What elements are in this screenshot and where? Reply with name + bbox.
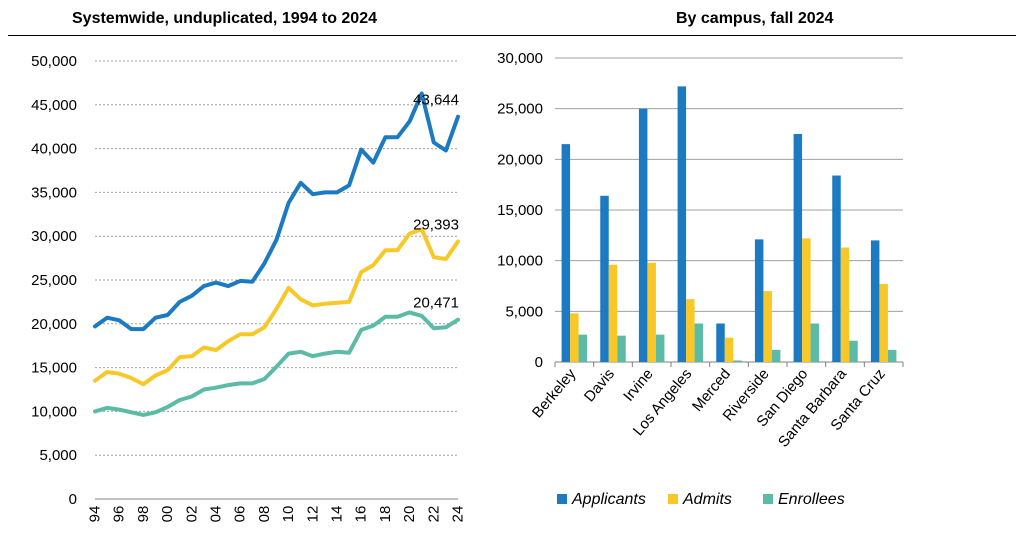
line-y-tick-label: 30,000 <box>31 228 77 245</box>
line-x-tick-label: 20 <box>401 506 418 523</box>
bar-admits <box>802 238 811 362</box>
line-x-tick-label: 10 <box>280 506 297 523</box>
line-x-tick-label: 22 <box>425 506 442 523</box>
bar-x-tick-label: Davis <box>581 366 618 406</box>
bar-admits <box>724 337 734 362</box>
bar-admits <box>608 264 618 362</box>
bar-admits <box>570 313 579 362</box>
series-line-applicants <box>93 91 460 332</box>
header-divider <box>8 35 1016 36</box>
line-y-tick-label: 10,000 <box>31 403 77 420</box>
line-y-tick-label: 45,000 <box>31 97 77 114</box>
line-y-tick-label: 20,000 <box>31 316 77 333</box>
line-y-tick-label: 25,000 <box>31 272 77 289</box>
line-x-tick-label: 00 <box>159 506 176 523</box>
line-x-tick-label: 24 <box>450 506 467 523</box>
legend-swatch-admits <box>668 494 678 504</box>
line-x-tick-label: 98 <box>135 506 152 523</box>
bar-y-tick-label: 15,000 <box>497 202 543 219</box>
line-x-tick-label: 94 <box>87 506 104 523</box>
series-line-admits <box>93 227 460 387</box>
bar-enrollees <box>578 334 588 362</box>
line-y-tick-label: 0 <box>69 491 77 508</box>
bar-y-tick-label: 10,000 <box>497 253 543 270</box>
line-x-tick-label: 96 <box>111 506 128 523</box>
line-y-tick-label: 35,000 <box>31 184 77 201</box>
bar-x-tick-label: Berkeley <box>529 365 580 421</box>
legend-label-admits: Admits <box>682 491 732 508</box>
bar-applicants <box>754 239 764 362</box>
line-x-tick-label: 14 <box>329 506 346 523</box>
legend-swatch-enrollees <box>763 494 773 504</box>
bar-admits <box>840 247 850 362</box>
line-x-tick-label: 08 <box>256 506 273 523</box>
bar-enrollees <box>733 360 742 362</box>
bar-y-tick-label: 5,000 <box>505 303 543 320</box>
line-x-tick-label: 04 <box>208 506 225 523</box>
series-line-enrollees <box>93 310 460 417</box>
bar-enrollees <box>617 335 626 362</box>
bar-admits <box>686 299 695 362</box>
bar-applicants <box>600 195 609 362</box>
bar-y-tick-label: 20,000 <box>497 151 543 168</box>
bar-enrollees <box>655 334 665 362</box>
line-y-tick-label: 15,000 <box>31 360 77 377</box>
line-data-label: 20,471 <box>413 295 459 312</box>
line-x-tick-label: 06 <box>232 506 249 523</box>
bar-applicants <box>561 144 571 362</box>
bar-enrollees <box>849 340 858 362</box>
line-y-tick-label: 5,000 <box>39 447 77 464</box>
campus-bar-chart: 0 5,000 10,000 15,000 20,000 25,000 30,000 Berk… <box>497 50 904 451</box>
bar-y-tick-label: 0 <box>535 354 543 371</box>
bar-chart-title: By campus, fall 2024 <box>676 10 834 27</box>
line-x-tick-label: 16 <box>353 506 370 523</box>
bar-applicants <box>638 108 648 363</box>
legend-swatch-applicants <box>557 494 567 504</box>
bar-y-tick-label: 30,000 <box>497 50 543 67</box>
bar-applicants <box>870 240 880 362</box>
bar-chart-legend: Applicants Admits Enrollees <box>557 491 845 508</box>
systemwide-line-chart: 0 5,000 10,000 15,000 20,000 25,000 30,000 35,0… <box>31 53 466 522</box>
line-x-tick-label: 12 <box>304 506 321 523</box>
line-data-label: 43,644 <box>413 92 459 109</box>
bar-admits <box>647 262 656 362</box>
bar-y-tick-label: 25,000 <box>497 101 543 118</box>
bar-applicants <box>716 323 725 362</box>
bar-applicants <box>793 134 803 362</box>
line-chart-title: Systemwide, unduplicated, 1994 to 2024 <box>72 10 377 27</box>
bar-admits <box>763 291 772 362</box>
bar-enrollees <box>810 323 820 362</box>
bar-enrollees <box>771 349 781 362</box>
line-data-label: 29,393 <box>413 217 459 234</box>
bar-x-tick-label: Irvine <box>620 366 657 405</box>
line-x-tick-label: 02 <box>183 506 200 523</box>
line-y-tick-label: 50,000 <box>31 53 77 70</box>
legend-label-applicants: Applicants <box>571 491 646 508</box>
bar-applicants <box>832 175 841 362</box>
bar-admits <box>879 283 888 362</box>
bar-applicants <box>677 86 687 362</box>
line-x-tick-label: 18 <box>377 506 394 523</box>
bar-enrollees <box>887 349 897 362</box>
legend-label-enrollees: Enrollees <box>778 491 845 508</box>
bar-enrollees <box>694 323 704 362</box>
line-y-tick-label: 40,000 <box>31 141 77 158</box>
